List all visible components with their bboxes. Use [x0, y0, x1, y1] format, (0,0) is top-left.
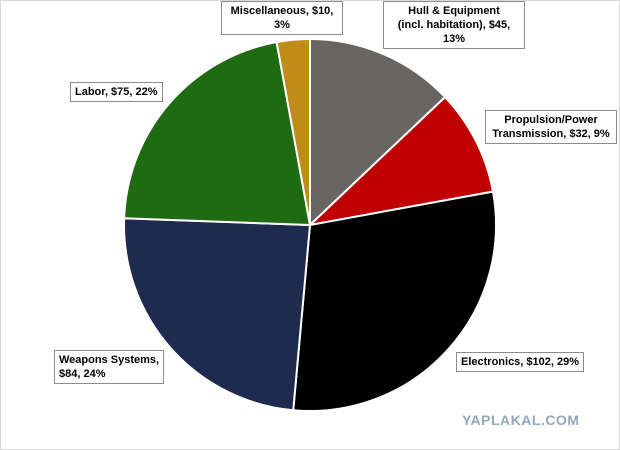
label-weapons-systems: Weapons Systems, $84, 24%: [54, 350, 165, 384]
label-labor: Labor, $75, 22%: [70, 82, 163, 102]
label-miscellaneous: Miscellaneous, $10, 3%: [221, 1, 343, 35]
label-hull-equipment: Hull & Equipment (incl. habitation), $45…: [383, 1, 525, 49]
label-electronics: Electronics, $102, 29%: [456, 352, 585, 372]
pie-slice-propulsion: [306, 95, 495, 227]
label-propulsion-power: Propulsion/Power Transmission, $32, 9%: [485, 110, 617, 144]
watermark: YAPLAKAL.COM: [462, 412, 580, 428]
pie-slice-hull: [309, 37, 447, 228]
pie-slice-weapons: [123, 217, 312, 412]
pie-slice-labor: [123, 40, 312, 227]
pie-slice-electronics: [292, 190, 498, 412]
pie-slice-misc: [275, 37, 311, 226]
